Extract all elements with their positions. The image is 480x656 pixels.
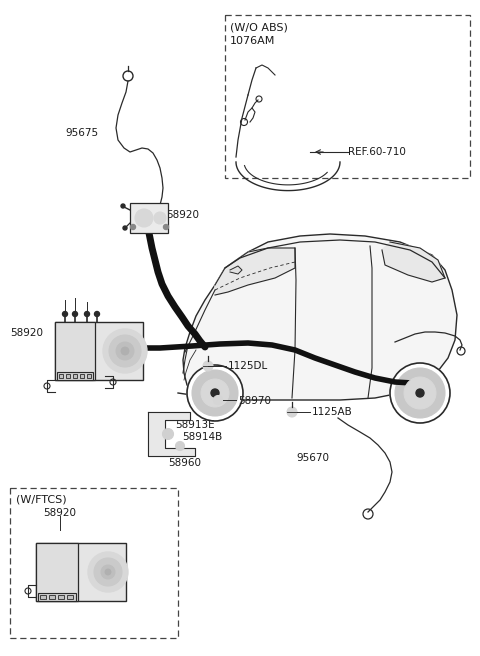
Circle shape — [164, 224, 168, 230]
Polygon shape — [148, 412, 195, 456]
Circle shape — [94, 558, 122, 586]
Circle shape — [101, 565, 115, 579]
Circle shape — [131, 224, 135, 230]
Text: 58914B: 58914B — [182, 432, 222, 442]
Circle shape — [176, 441, 184, 451]
Circle shape — [121, 347, 129, 355]
Circle shape — [72, 312, 77, 316]
FancyBboxPatch shape — [36, 543, 126, 601]
Circle shape — [123, 226, 127, 230]
Text: 1076AM: 1076AM — [230, 36, 276, 46]
FancyBboxPatch shape — [66, 374, 70, 378]
FancyBboxPatch shape — [36, 543, 78, 601]
Text: 95670: 95670 — [296, 453, 329, 463]
FancyBboxPatch shape — [80, 374, 84, 378]
Circle shape — [201, 379, 229, 407]
FancyBboxPatch shape — [57, 372, 93, 380]
FancyBboxPatch shape — [55, 322, 143, 380]
FancyBboxPatch shape — [55, 322, 95, 380]
FancyBboxPatch shape — [130, 203, 168, 233]
Circle shape — [116, 342, 134, 360]
Text: 1125DL: 1125DL — [228, 361, 268, 371]
FancyBboxPatch shape — [58, 595, 64, 599]
Circle shape — [154, 212, 166, 224]
Circle shape — [395, 368, 445, 418]
Text: 58960: 58960 — [168, 458, 201, 468]
Circle shape — [62, 312, 68, 316]
FancyBboxPatch shape — [59, 374, 63, 378]
Text: 58913E: 58913E — [175, 420, 215, 430]
Circle shape — [121, 204, 125, 208]
Circle shape — [390, 363, 450, 423]
Circle shape — [105, 569, 111, 575]
Text: 58920: 58920 — [10, 328, 43, 338]
Circle shape — [187, 365, 243, 421]
Text: (W/O ABS): (W/O ABS) — [230, 22, 288, 32]
Polygon shape — [178, 234, 457, 400]
Circle shape — [88, 552, 128, 592]
Circle shape — [163, 428, 173, 440]
FancyBboxPatch shape — [49, 595, 55, 599]
Circle shape — [135, 209, 153, 227]
Polygon shape — [230, 266, 242, 274]
FancyBboxPatch shape — [67, 595, 73, 599]
Circle shape — [287, 407, 297, 417]
Text: 95675: 95675 — [65, 128, 98, 138]
Circle shape — [214, 396, 223, 405]
Circle shape — [84, 312, 89, 316]
Text: 58970: 58970 — [238, 396, 271, 406]
FancyBboxPatch shape — [40, 595, 46, 599]
Circle shape — [416, 389, 424, 397]
Circle shape — [103, 329, 147, 373]
FancyBboxPatch shape — [87, 374, 91, 378]
Circle shape — [211, 389, 219, 397]
Text: 58920: 58920 — [44, 508, 76, 518]
Circle shape — [95, 312, 99, 316]
FancyBboxPatch shape — [38, 593, 76, 601]
Circle shape — [109, 335, 141, 367]
Polygon shape — [215, 248, 295, 295]
FancyBboxPatch shape — [73, 374, 77, 378]
Text: REF.60-710: REF.60-710 — [348, 147, 406, 157]
Text: (W/FTCS): (W/FTCS) — [16, 495, 67, 505]
Text: 1125AB: 1125AB — [312, 407, 353, 417]
Circle shape — [192, 370, 238, 416]
Text: 58920: 58920 — [166, 210, 199, 220]
Polygon shape — [382, 242, 445, 282]
Circle shape — [404, 377, 436, 409]
Circle shape — [203, 361, 213, 371]
